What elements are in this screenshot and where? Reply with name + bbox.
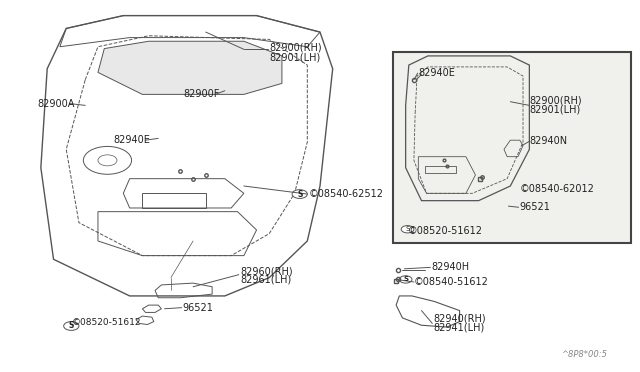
Text: 82901(LH): 82901(LH): [269, 52, 321, 62]
Text: S: S: [68, 321, 74, 330]
Text: S: S: [297, 190, 302, 199]
Text: 82960(RH): 82960(RH): [241, 266, 293, 276]
Text: 82961(LH): 82961(LH): [241, 275, 292, 285]
Text: ©08540-62012: ©08540-62012: [520, 184, 595, 194]
Text: ^8P8*00:5: ^8P8*00:5: [561, 350, 607, 359]
Text: ©08520-51612: ©08520-51612: [71, 318, 141, 327]
Text: 96521: 96521: [182, 303, 213, 312]
Text: 82900(RH): 82900(RH): [269, 43, 322, 53]
Text: ©08520-51612: ©08520-51612: [408, 226, 483, 236]
Text: ©08540-51612: ©08540-51612: [414, 277, 489, 287]
Text: 96521: 96521: [520, 202, 551, 212]
Text: 82900(RH): 82900(RH): [529, 96, 582, 106]
Text: 82941(LH): 82941(LH): [433, 323, 484, 333]
Text: 82940(RH): 82940(RH): [433, 314, 486, 324]
Text: 82900A: 82900A: [38, 99, 75, 109]
Text: S: S: [405, 226, 410, 232]
Text: 82901(LH): 82901(LH): [529, 105, 580, 115]
Text: 82940H: 82940H: [431, 262, 469, 272]
Circle shape: [64, 321, 79, 330]
Text: 82940N: 82940N: [529, 136, 568, 146]
Bar: [393, 52, 631, 243]
Circle shape: [401, 225, 414, 233]
Polygon shape: [98, 41, 282, 94]
Text: 82900F: 82900F: [184, 89, 220, 99]
Text: S: S: [403, 276, 408, 282]
Text: ©08540-62512: ©08540-62512: [308, 189, 383, 199]
Circle shape: [292, 190, 307, 198]
Text: 82940E: 82940E: [419, 68, 455, 78]
Text: 82940E: 82940E: [114, 135, 150, 145]
Circle shape: [399, 276, 412, 283]
